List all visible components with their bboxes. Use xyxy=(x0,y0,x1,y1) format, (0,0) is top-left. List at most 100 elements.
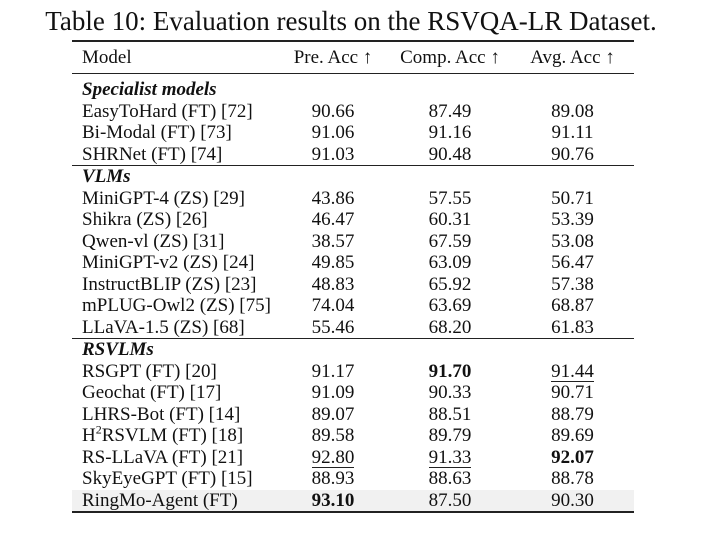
value: 65.92 xyxy=(428,273,472,295)
section-header-row: VLMs xyxy=(72,165,634,188)
value: 50.71 xyxy=(551,187,594,209)
superscript: 2 xyxy=(95,422,102,437)
value: 60.31 xyxy=(428,209,472,230)
section-header-row: Specialist models xyxy=(72,73,634,101)
value-cell: 49.85 xyxy=(277,252,389,274)
value: 91.09 xyxy=(311,382,355,403)
value-cell: 92.80 xyxy=(277,447,389,469)
table-row: Shikra (ZS) [26] 46.47 60.31 53.39 xyxy=(72,209,634,231)
value-cell: 89.08 xyxy=(511,101,634,123)
value-cell: 46.47 xyxy=(277,209,389,231)
value-cell: 90.76 xyxy=(511,144,634,166)
value: 90.71 xyxy=(551,382,594,403)
value-cell: 63.09 xyxy=(389,252,511,274)
value-cell: 93.10 xyxy=(277,489,389,511)
value-cell: 43.86 xyxy=(277,188,389,210)
value-cell: 91.16 xyxy=(389,122,511,144)
column-header: Pre. Acc ↑ xyxy=(293,47,373,68)
value-cell: 88.78 xyxy=(511,468,634,490)
value: 89.07 xyxy=(311,403,355,425)
value-cell: 90.48 xyxy=(389,144,511,166)
value-cell: 88.63 xyxy=(389,468,511,490)
model-name: LHRS-Bot (FT) [14] xyxy=(82,403,241,425)
table-row: LLaVA-1.5 (ZS) [68] 55.46 68.20 61.83 xyxy=(72,317,634,339)
value-cell: 60.31 xyxy=(389,209,511,231)
value: 88.93 xyxy=(311,468,355,489)
value: 91.70 xyxy=(428,360,472,382)
value-cell: 55.46 xyxy=(277,317,389,339)
value: 53.39 xyxy=(551,209,594,230)
results-table: Model Pre. Acc ↑ Comp. Acc ↑ Avg. Acc ↑ … xyxy=(72,40,634,513)
value-cell: 88.51 xyxy=(389,404,511,426)
value-cell: 89.79 xyxy=(389,425,511,447)
model-name: Geochat (FT) [17] xyxy=(82,382,222,403)
table-row: MiniGPT-4 (ZS) [29] 43.86 57.55 50.71 xyxy=(72,188,634,210)
value-cell: 67.59 xyxy=(389,231,511,253)
value-cell: 91.03 xyxy=(277,144,389,166)
model-name: RSGPT (FT) [20] xyxy=(82,360,217,382)
value: 68.20 xyxy=(428,316,472,338)
value-cell: 90.30 xyxy=(511,489,634,511)
table-row: RSGPT (FT) [20] 91.17 91.70 91.44 xyxy=(72,361,634,383)
section-label: RSVLMs xyxy=(72,338,634,361)
value: 89.08 xyxy=(551,100,594,122)
value: 57.38 xyxy=(551,273,594,295)
value: 88.63 xyxy=(428,468,472,489)
value: 48.83 xyxy=(311,273,355,295)
value-cell: 38.57 xyxy=(277,231,389,253)
value-cell: 87.49 xyxy=(389,101,511,123)
value-cell: 90.71 xyxy=(511,382,634,404)
model-name: SHRNet (FT) [74] xyxy=(82,143,223,165)
value-cell: 50.71 xyxy=(511,188,634,210)
value-cell: 57.55 xyxy=(389,188,511,210)
value: 49.85 xyxy=(311,252,355,273)
model-name-rest: RSVLM (FT) [18] xyxy=(101,425,244,446)
table-row: mPLUG-Owl2 (ZS) [75] 74.04 63.69 68.87 xyxy=(72,295,634,317)
model-name: LLaVA-1.5 (ZS) [68] xyxy=(82,316,245,338)
value-cell: 90.33 xyxy=(389,382,511,404)
value: 89.69 xyxy=(551,425,594,446)
value-cell: 87.50 xyxy=(389,489,511,511)
value-cell: 53.08 xyxy=(511,231,634,253)
model-name: MiniGPT-v2 (ZS) [24] xyxy=(82,252,255,273)
value-cell: 90.66 xyxy=(277,101,389,123)
model-name: RS-LLaVA (FT) [21] xyxy=(82,446,244,468)
value: 92.07 xyxy=(551,446,594,468)
value: 57.55 xyxy=(428,187,472,209)
value-cell: 56.47 xyxy=(511,252,634,274)
model-name: InstructBLIP (ZS) [23] xyxy=(82,273,257,295)
value-cell: 91.70 xyxy=(389,361,511,383)
value: 61.83 xyxy=(551,316,594,338)
value: 63.69 xyxy=(428,295,472,316)
model-name: SkyEyeGPT (FT) [15] xyxy=(82,468,253,489)
value-cell: 57.38 xyxy=(511,274,634,296)
section-header-row: RSVLMs xyxy=(72,338,634,361)
value-cell: 91.44 xyxy=(511,361,634,383)
value-cell: 89.69 xyxy=(511,425,634,447)
value: 63.09 xyxy=(428,252,472,273)
model-name: RingMo-Agent (FT) xyxy=(72,489,277,511)
value-cell: 92.07 xyxy=(511,447,634,469)
model-name: EasyToHard (FT) [72] xyxy=(82,100,253,122)
table-row: RS-LLaVA (FT) [21] 92.80 91.33 92.07 xyxy=(72,447,634,469)
value: 88.79 xyxy=(551,403,594,425)
value: 90.33 xyxy=(428,382,472,403)
value-cell: 91.06 xyxy=(277,122,389,144)
value: 74.04 xyxy=(311,295,355,316)
table-row: Qwen-vl (ZS) [31] 38.57 67.59 53.08 xyxy=(72,231,634,253)
column-header: Comp. Acc ↑ xyxy=(400,47,500,68)
value-cell: 65.92 xyxy=(389,274,511,296)
model-name: H2RSVLM (FT) [18] xyxy=(72,422,277,447)
table-row: MiniGPT-v2 (ZS) [24] 49.85 63.09 56.47 xyxy=(72,252,634,274)
section-label: Specialist models xyxy=(72,73,634,101)
table-row: LHRS-Bot (FT) [14] 89.07 88.51 88.79 xyxy=(72,404,634,426)
value-cell: 89.58 xyxy=(277,425,389,447)
value: 56.47 xyxy=(551,252,594,273)
value: 88.78 xyxy=(551,468,594,489)
value: 43.86 xyxy=(311,187,355,209)
value-cell: 88.93 xyxy=(277,468,389,490)
value: 91.44 xyxy=(551,360,594,382)
table-row: SHRNet (FT) [74] 91.03 90.48 90.76 xyxy=(72,144,634,166)
value: 68.87 xyxy=(551,295,594,316)
model-name: Qwen-vl (ZS) [31] xyxy=(82,230,225,252)
